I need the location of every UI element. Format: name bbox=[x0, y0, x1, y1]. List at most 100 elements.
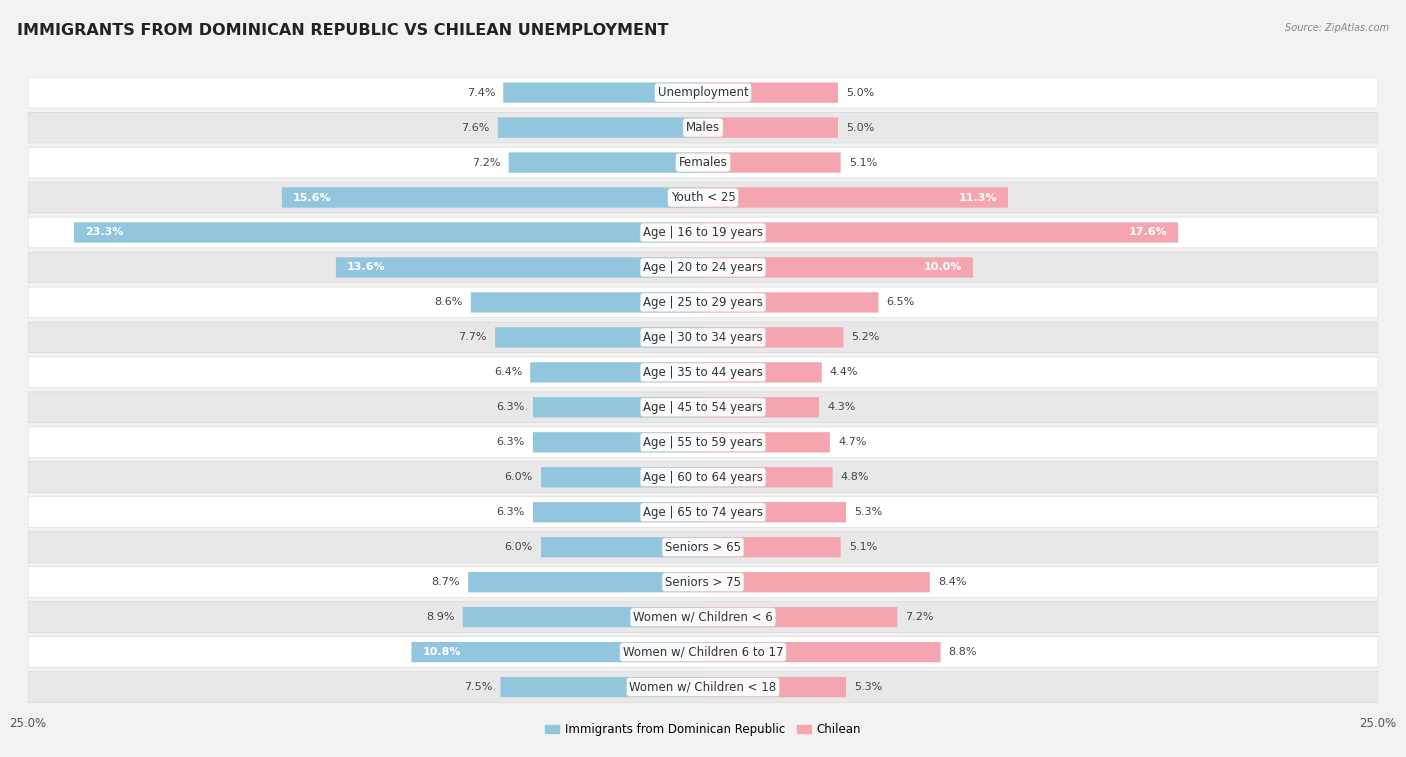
Text: Age | 55 to 59 years: Age | 55 to 59 years bbox=[643, 436, 763, 449]
Text: 6.3%: 6.3% bbox=[496, 438, 524, 447]
Text: Age | 60 to 64 years: Age | 60 to 64 years bbox=[643, 471, 763, 484]
FancyBboxPatch shape bbox=[412, 642, 703, 662]
FancyBboxPatch shape bbox=[503, 83, 703, 103]
Text: 7.6%: 7.6% bbox=[461, 123, 489, 132]
FancyBboxPatch shape bbox=[28, 322, 1378, 353]
Text: Age | 30 to 34 years: Age | 30 to 34 years bbox=[643, 331, 763, 344]
Text: 6.5%: 6.5% bbox=[887, 298, 915, 307]
FancyBboxPatch shape bbox=[495, 327, 703, 347]
Text: 10.8%: 10.8% bbox=[422, 647, 461, 657]
Text: 8.7%: 8.7% bbox=[432, 577, 460, 587]
Text: 13.6%: 13.6% bbox=[347, 263, 385, 273]
FancyBboxPatch shape bbox=[703, 572, 929, 592]
Text: 4.8%: 4.8% bbox=[841, 472, 869, 482]
FancyBboxPatch shape bbox=[28, 147, 1378, 178]
FancyBboxPatch shape bbox=[533, 502, 703, 522]
FancyBboxPatch shape bbox=[533, 397, 703, 417]
Text: IMMIGRANTS FROM DOMINICAN REPUBLIC VS CHILEAN UNEMPLOYMENT: IMMIGRANTS FROM DOMINICAN REPUBLIC VS CH… bbox=[17, 23, 668, 38]
Text: Youth < 25: Youth < 25 bbox=[671, 191, 735, 204]
Text: 6.3%: 6.3% bbox=[496, 402, 524, 413]
Text: Females: Females bbox=[679, 156, 727, 169]
FancyBboxPatch shape bbox=[703, 327, 844, 347]
FancyBboxPatch shape bbox=[28, 252, 1378, 283]
Text: 8.6%: 8.6% bbox=[434, 298, 463, 307]
Text: Women w/ Children < 6: Women w/ Children < 6 bbox=[633, 611, 773, 624]
FancyBboxPatch shape bbox=[28, 427, 1378, 458]
FancyBboxPatch shape bbox=[336, 257, 703, 278]
FancyBboxPatch shape bbox=[703, 502, 846, 522]
FancyBboxPatch shape bbox=[703, 83, 838, 103]
FancyBboxPatch shape bbox=[28, 637, 1378, 668]
Text: 17.6%: 17.6% bbox=[1129, 228, 1167, 238]
Text: Unemployment: Unemployment bbox=[658, 86, 748, 99]
Text: 5.1%: 5.1% bbox=[849, 157, 877, 167]
Text: 7.2%: 7.2% bbox=[472, 157, 501, 167]
FancyBboxPatch shape bbox=[541, 537, 703, 557]
Text: 4.4%: 4.4% bbox=[830, 367, 859, 378]
Text: 5.3%: 5.3% bbox=[855, 682, 883, 692]
Text: 5.1%: 5.1% bbox=[849, 542, 877, 552]
FancyBboxPatch shape bbox=[28, 217, 1378, 248]
Text: 10.0%: 10.0% bbox=[924, 263, 962, 273]
Text: Age | 16 to 19 years: Age | 16 to 19 years bbox=[643, 226, 763, 239]
Text: 5.3%: 5.3% bbox=[855, 507, 883, 517]
Text: 11.3%: 11.3% bbox=[959, 192, 997, 203]
FancyBboxPatch shape bbox=[501, 677, 703, 697]
FancyBboxPatch shape bbox=[703, 292, 879, 313]
Text: Age | 45 to 54 years: Age | 45 to 54 years bbox=[643, 401, 763, 414]
FancyBboxPatch shape bbox=[703, 677, 846, 697]
Text: 5.0%: 5.0% bbox=[846, 123, 875, 132]
FancyBboxPatch shape bbox=[703, 257, 973, 278]
FancyBboxPatch shape bbox=[468, 572, 703, 592]
FancyBboxPatch shape bbox=[703, 117, 838, 138]
FancyBboxPatch shape bbox=[703, 537, 841, 557]
FancyBboxPatch shape bbox=[28, 112, 1378, 143]
FancyBboxPatch shape bbox=[28, 462, 1378, 493]
FancyBboxPatch shape bbox=[28, 532, 1378, 562]
FancyBboxPatch shape bbox=[28, 182, 1378, 213]
Text: 8.8%: 8.8% bbox=[949, 647, 977, 657]
Text: 5.0%: 5.0% bbox=[846, 88, 875, 98]
Text: Seniors > 75: Seniors > 75 bbox=[665, 575, 741, 589]
FancyBboxPatch shape bbox=[533, 432, 703, 453]
FancyBboxPatch shape bbox=[281, 188, 703, 207]
FancyBboxPatch shape bbox=[28, 357, 1378, 388]
FancyBboxPatch shape bbox=[28, 671, 1378, 702]
FancyBboxPatch shape bbox=[530, 363, 703, 382]
Text: Age | 65 to 74 years: Age | 65 to 74 years bbox=[643, 506, 763, 519]
FancyBboxPatch shape bbox=[471, 292, 703, 313]
Text: 8.4%: 8.4% bbox=[938, 577, 966, 587]
Text: 7.7%: 7.7% bbox=[458, 332, 486, 342]
Legend: Immigrants from Dominican Republic, Chilean: Immigrants from Dominican Republic, Chil… bbox=[540, 718, 866, 741]
Text: 15.6%: 15.6% bbox=[292, 192, 332, 203]
FancyBboxPatch shape bbox=[28, 287, 1378, 318]
Text: 7.5%: 7.5% bbox=[464, 682, 492, 692]
Text: Age | 25 to 29 years: Age | 25 to 29 years bbox=[643, 296, 763, 309]
FancyBboxPatch shape bbox=[703, 188, 1008, 207]
FancyBboxPatch shape bbox=[28, 77, 1378, 108]
FancyBboxPatch shape bbox=[28, 497, 1378, 528]
Text: Age | 20 to 24 years: Age | 20 to 24 years bbox=[643, 261, 763, 274]
FancyBboxPatch shape bbox=[541, 467, 703, 488]
Text: Source: ZipAtlas.com: Source: ZipAtlas.com bbox=[1285, 23, 1389, 33]
FancyBboxPatch shape bbox=[703, 397, 820, 417]
FancyBboxPatch shape bbox=[498, 117, 703, 138]
Text: 4.7%: 4.7% bbox=[838, 438, 866, 447]
FancyBboxPatch shape bbox=[703, 152, 841, 173]
FancyBboxPatch shape bbox=[703, 642, 941, 662]
FancyBboxPatch shape bbox=[28, 602, 1378, 633]
Text: 6.0%: 6.0% bbox=[505, 542, 533, 552]
Text: 6.0%: 6.0% bbox=[505, 472, 533, 482]
FancyBboxPatch shape bbox=[28, 567, 1378, 597]
Text: 6.4%: 6.4% bbox=[494, 367, 522, 378]
FancyBboxPatch shape bbox=[463, 607, 703, 628]
Text: 23.3%: 23.3% bbox=[84, 228, 124, 238]
Text: Women w/ Children < 18: Women w/ Children < 18 bbox=[630, 681, 776, 693]
Text: 8.9%: 8.9% bbox=[426, 612, 454, 622]
Text: Males: Males bbox=[686, 121, 720, 134]
Text: 7.2%: 7.2% bbox=[905, 612, 934, 622]
FancyBboxPatch shape bbox=[703, 223, 1178, 243]
FancyBboxPatch shape bbox=[703, 607, 897, 628]
FancyBboxPatch shape bbox=[28, 392, 1378, 422]
FancyBboxPatch shape bbox=[75, 223, 703, 243]
